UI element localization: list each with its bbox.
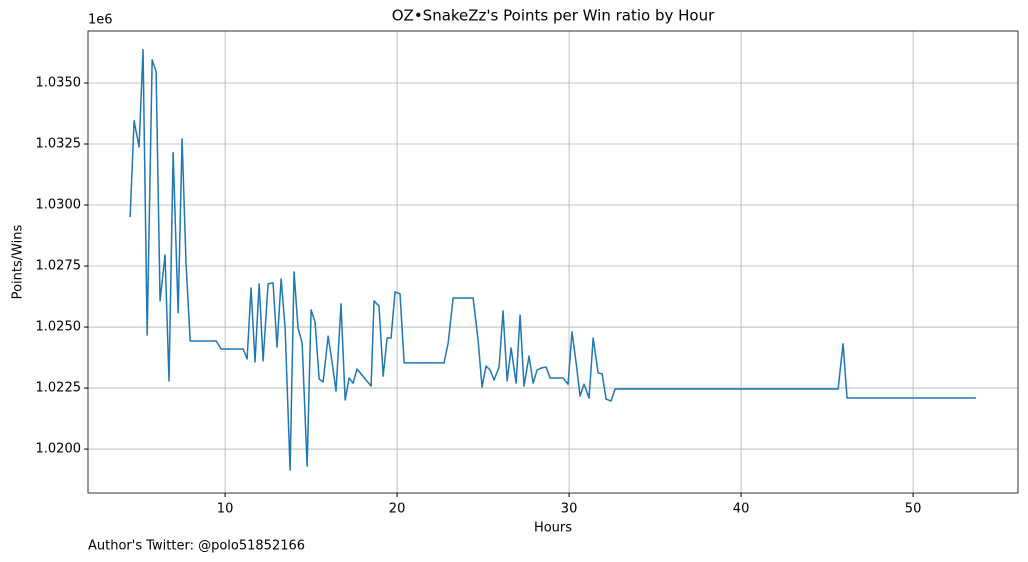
y-tick-label: 1.0325 <box>36 136 82 151</box>
y-tick-label: 1.0300 <box>36 198 82 213</box>
x-axis-label: Hours <box>534 521 572 536</box>
y-tick-label: 1.0225 <box>36 381 82 396</box>
x-tick-label: 30 <box>561 502 578 517</box>
y-tick-label: 1.0200 <box>36 442 82 457</box>
x-tick-label: 10 <box>217 502 234 517</box>
y-tick-label: 1.0250 <box>36 320 82 335</box>
x-tick-label: 50 <box>905 502 922 517</box>
y-axis-label: Points/Wins <box>11 224 26 299</box>
line <box>129 49 977 471</box>
x-tick-label: 40 <box>733 502 750 517</box>
y-tick-label: 1.0275 <box>36 259 82 274</box>
footnote: Author's Twitter: @polo51852166 <box>88 539 305 554</box>
y-offset-label: 1e6 <box>88 13 113 28</box>
x-tick-label: 20 <box>389 502 406 517</box>
y-tick-label: 1.0350 <box>36 75 82 90</box>
chart-title: OZ•SnakeZz's Points per Win ratio by Hou… <box>392 7 715 25</box>
plot-frame <box>87 30 1019 494</box>
